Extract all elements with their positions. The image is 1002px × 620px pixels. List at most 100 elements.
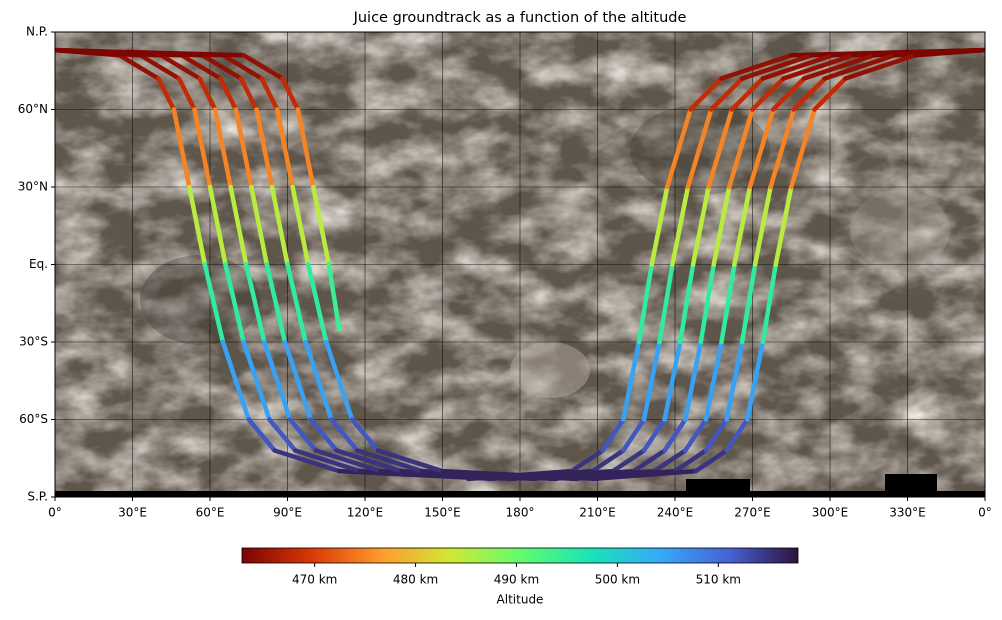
groundtrack-segment (683, 339, 704, 422)
groundtrack-segment (308, 417, 339, 453)
groundtrack-segment (303, 339, 334, 422)
groundtrack-segment (269, 184, 290, 267)
groundtrack-segment (329, 417, 360, 453)
chart-title: Juice groundtrack as a function of the a… (353, 10, 687, 26)
colorbar-tick-label: 500 km (595, 573, 640, 587)
colorbar-tick-label: 490 km (494, 573, 539, 587)
groundtrack-segment (223, 262, 246, 345)
groundtrack-segment (220, 339, 251, 422)
groundtrack-segment (781, 53, 856, 81)
colorbar-tick-label: 510 km (696, 573, 741, 587)
groundtrack-segment (259, 76, 280, 112)
groundtrack-segment (228, 184, 249, 267)
groundtrack-segment (249, 184, 270, 267)
colorbar-tick-label: 470 km (292, 573, 337, 587)
groundtrack-segment (683, 417, 709, 453)
groundtrack-segment (727, 107, 755, 190)
x-tick-label: 90°E (273, 506, 302, 520)
groundtrack-segment (117, 53, 161, 81)
groundtrack-segment (220, 53, 264, 81)
groundtrack-segment (750, 76, 786, 112)
groundtrack-segment (657, 262, 675, 345)
groundtrack-segment (280, 76, 301, 112)
groundtrack-segment (313, 448, 383, 474)
groundtrack-segment (600, 417, 626, 453)
groundtrack-segment (621, 339, 642, 422)
x-tick-label: 0° (48, 506, 62, 520)
groundtrack-segment (326, 262, 342, 332)
groundtrack-segment (243, 262, 267, 345)
groundtrack-segment (822, 53, 897, 81)
groundtrack-segment (241, 53, 285, 81)
groundtrack-segment (812, 76, 848, 112)
y-tick-label: 30°S (19, 335, 48, 349)
groundtrack-segment (652, 448, 688, 474)
groundtrack-segment (773, 184, 794, 267)
groundtrack-segment (698, 262, 716, 345)
groundtrack-segment (197, 76, 218, 112)
groundtrack-segment (179, 53, 223, 81)
groundtrack-segment (187, 184, 208, 267)
groundtrack-segment (158, 53, 202, 81)
groundtrack-segment (334, 448, 404, 474)
groundtrack-segment (662, 417, 688, 453)
x-tick-label: 300°E (812, 506, 849, 520)
groundtrack-segment (192, 107, 213, 190)
groundtrack-segment (287, 417, 319, 453)
groundtrack-segment (752, 184, 773, 267)
groundtrack-segment (272, 448, 342, 474)
groundtrack-segment (238, 76, 259, 112)
groundtrack-segment (355, 448, 425, 474)
groundtrack-segment (732, 184, 753, 267)
y-tick-label: 30°N (18, 180, 48, 194)
groundtrack-segment (293, 448, 363, 474)
groundtrack-segment (760, 53, 835, 81)
colorbar (241, 547, 799, 564)
groundtrack-segment (349, 417, 381, 453)
groundtrack-segment (233, 107, 254, 190)
groundtrack-segment (241, 339, 272, 422)
groundtrack-segment (207, 184, 228, 267)
groundtrack-segment (768, 107, 797, 190)
groundtrack-segment (267, 417, 298, 453)
groundtrack-segment (747, 107, 776, 190)
groundtrack-segment (569, 448, 605, 474)
groundtrack-segment (789, 107, 817, 190)
groundtrack-segment (745, 339, 766, 422)
groundtrack-segment (176, 76, 197, 112)
x-tick-label: 240°E (657, 506, 694, 520)
groundtrack-segment (212, 107, 233, 190)
groundtrack-segment (760, 262, 778, 345)
groundtrack-segment (636, 262, 654, 345)
groundtrack-segment (690, 184, 711, 267)
groundtrack-segment (739, 53, 815, 81)
y-tick-label: 60°N (18, 102, 48, 116)
groundtrack-segment (311, 184, 332, 267)
groundtrack-segment (285, 262, 308, 345)
y-tick-label: Eq. (29, 257, 48, 271)
groundtrack-segment (282, 339, 313, 422)
groundtrack-segment (324, 339, 355, 422)
groundtrack-segment (724, 417, 750, 453)
groundtrack-segment (791, 76, 828, 112)
colorbar-label: Altitude (497, 593, 544, 607)
groundtrack-segment (739, 262, 758, 345)
groundtrack-segment (200, 53, 244, 81)
groundtrack-segment (305, 262, 329, 345)
x-tick-label: 330°E (889, 506, 926, 520)
groundtrack-segment (55, 47, 246, 58)
groundtrack-segment (264, 262, 288, 345)
groundtrack-segment (641, 339, 662, 422)
groundtrack-segment (274, 107, 295, 190)
y-tick-label: S.P. (27, 490, 48, 504)
x-tick-label: 120°E (347, 506, 384, 520)
groundtrack-segment (711, 184, 732, 267)
groundtrack-segment (672, 448, 709, 474)
groundtrack-segment (693, 448, 729, 474)
groundtrack-segment (703, 339, 724, 422)
groundtrack-segment (708, 76, 745, 112)
x-tick-label: 180° (506, 506, 535, 520)
y-tick-label: 60°S (19, 412, 48, 426)
groundtrack-segment (843, 53, 918, 81)
groundtrack-segment (202, 262, 226, 345)
